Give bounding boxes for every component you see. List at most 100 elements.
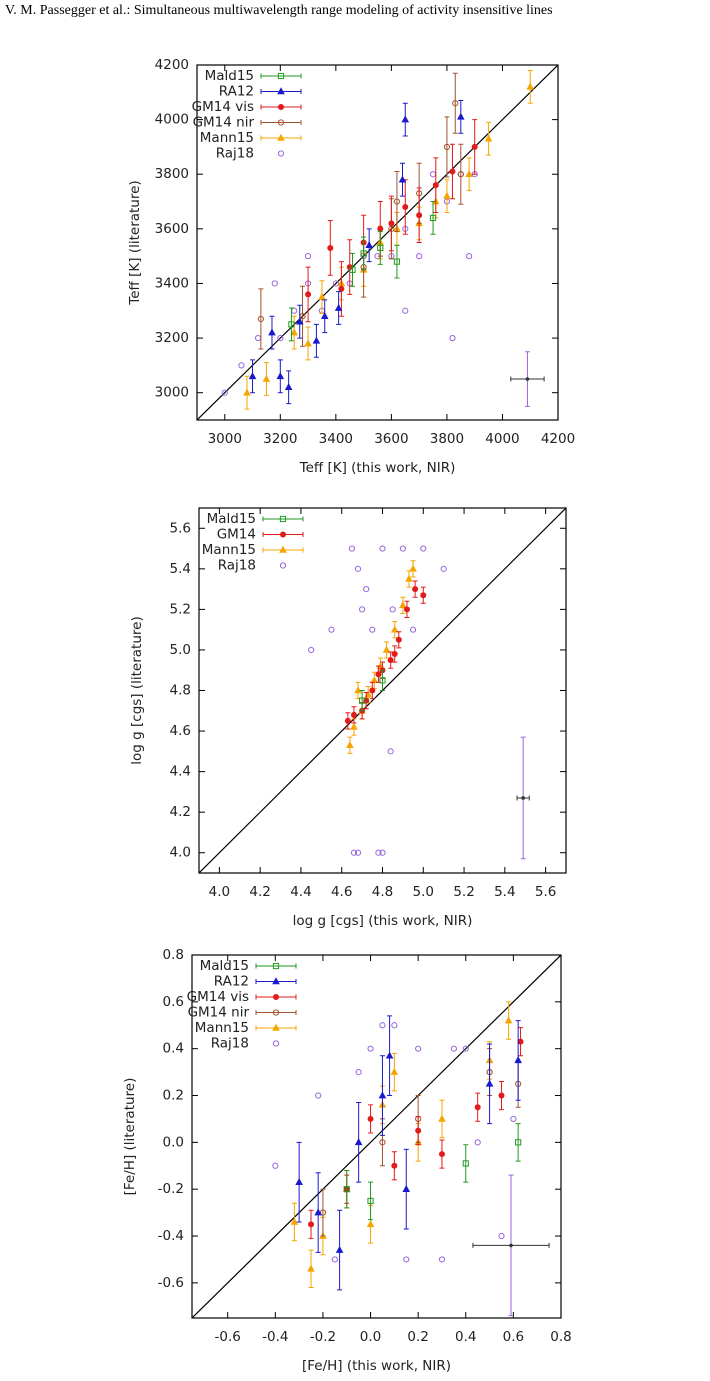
marker — [390, 1067, 399, 1075]
y-tick-label: 4.2 — [170, 804, 191, 820]
marker — [403, 1256, 410, 1263]
marker — [457, 112, 465, 120]
marker — [429, 171, 437, 178]
legend-marker — [278, 104, 284, 110]
legend-label: Mald15 — [205, 68, 254, 84]
x-tick-label: 0.0 — [360, 1329, 381, 1345]
marker — [304, 339, 312, 347]
x-tick-label: -0.2 — [310, 1329, 336, 1345]
plot-frame — [191, 954, 562, 1319]
marker — [272, 1162, 279, 1169]
error-bar — [300, 285, 306, 347]
legend-marker — [277, 150, 285, 157]
running-header: V. M. Passegger et al.: Simultaneous mul… — [5, 3, 553, 18]
x-tick-label: 5.2 — [453, 884, 474, 900]
legend-marker — [272, 977, 280, 985]
marker — [517, 1038, 524, 1045]
marker — [338, 285, 345, 292]
marker — [504, 1016, 513, 1024]
legend-label: GM14 — [217, 527, 256, 543]
x-tick-label: 4.2 — [249, 884, 270, 900]
marker — [498, 1092, 505, 1099]
marker — [375, 671, 382, 678]
x-tick-label: 3000 — [208, 431, 242, 447]
marker — [385, 1051, 394, 1059]
legend-label: Mald15 — [207, 511, 256, 527]
marker — [412, 586, 419, 593]
marker — [308, 1221, 315, 1228]
marker — [295, 1177, 303, 1185]
marker — [367, 1045, 374, 1052]
legend-label: GM14 nir — [193, 115, 255, 131]
y-tick-label: 4200 — [155, 57, 189, 73]
error-bar — [350, 252, 356, 287]
marker — [379, 677, 386, 684]
marker — [295, 317, 304, 325]
y-tick-label: 3600 — [155, 221, 189, 237]
marker — [402, 204, 409, 210]
x-tick-label: 5.0 — [413, 884, 434, 900]
marker — [474, 1139, 481, 1146]
marker — [355, 1068, 362, 1076]
error-bar — [368, 1181, 374, 1221]
y-tick-label: 3000 — [155, 385, 189, 401]
marker — [318, 292, 326, 300]
marker — [350, 722, 358, 730]
y-tick-label: 5.2 — [170, 601, 191, 617]
legend-label: Raj18 — [216, 146, 254, 162]
marker — [276, 372, 285, 380]
error-bar — [288, 307, 294, 342]
marker — [271, 280, 278, 287]
typical-error-point — [521, 796, 525, 800]
x-axis-label: [Fe/H] (this work, NIR) — [302, 1358, 451, 1374]
marker — [359, 697, 366, 704]
marker — [320, 312, 329, 320]
marker — [415, 1045, 422, 1052]
error-bar — [515, 1123, 521, 1162]
marker — [377, 225, 384, 232]
marker — [290, 328, 298, 336]
error-bar — [458, 143, 464, 205]
marker — [348, 545, 356, 552]
marker — [416, 253, 423, 260]
marker — [370, 676, 379, 684]
marker — [395, 636, 402, 643]
marker — [378, 1091, 387, 1099]
marker — [335, 1245, 344, 1253]
legend-label: RA12 — [214, 974, 249, 990]
plot-frame — [198, 507, 567, 874]
marker — [262, 374, 271, 382]
marker — [268, 328, 276, 336]
marker — [331, 1256, 338, 1263]
y-tick-label: 4000 — [155, 112, 189, 128]
legend-marker — [277, 87, 285, 95]
legend-marker — [277, 72, 285, 80]
marker — [354, 849, 362, 856]
marker — [387, 657, 394, 664]
y-tick-label: 3200 — [155, 330, 189, 346]
marker — [420, 592, 427, 599]
legend-label: Mann15 — [200, 130, 254, 146]
marker — [354, 686, 362, 694]
marker — [328, 626, 335, 633]
legend-marker — [272, 1023, 280, 1031]
error-bar — [380, 669, 385, 691]
marker — [409, 626, 417, 633]
marker — [346, 741, 354, 749]
marker — [391, 1022, 398, 1029]
legend-label: Raj18 — [211, 1036, 249, 1052]
marker — [304, 253, 312, 260]
legend-marker — [279, 515, 287, 523]
legend-marker — [273, 994, 279, 1000]
legend-marker — [277, 133, 285, 141]
error-bar — [344, 1169, 350, 1209]
marker — [465, 170, 473, 178]
plot-frame — [196, 64, 559, 421]
marker — [290, 1217, 299, 1225]
y-tick-label: 3800 — [155, 166, 189, 182]
marker — [449, 168, 456, 175]
y-tick-label: 0.2 — [163, 1088, 184, 1104]
marker — [401, 115, 410, 123]
marker — [388, 220, 395, 227]
